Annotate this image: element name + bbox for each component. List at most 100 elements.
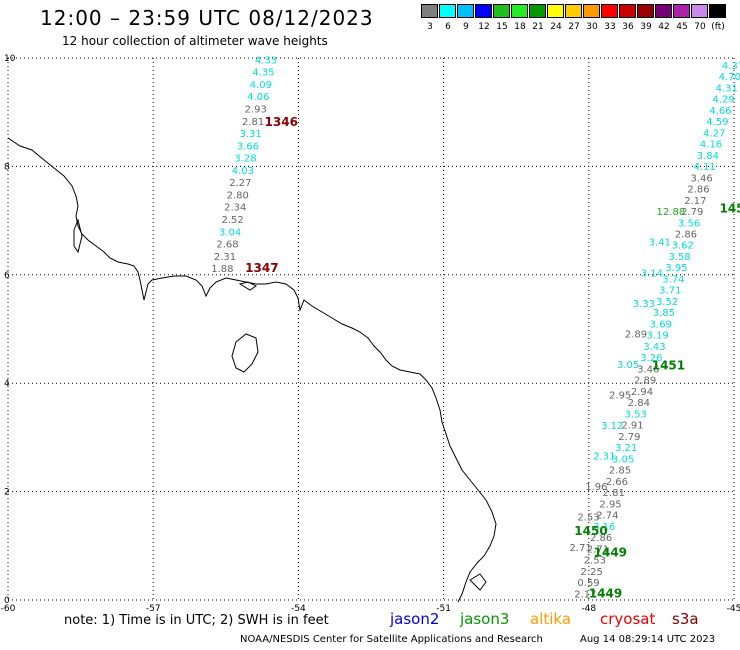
track2-swh-value: 4.31 <box>716 83 738 94</box>
scale-swatch <box>547 4 564 18</box>
lon-tick-label: -60 <box>1 604 16 614</box>
scale-label: 6 <box>445 22 451 32</box>
scale-swatch <box>565 4 582 18</box>
legend-jason3: jason3 <box>460 610 510 628</box>
track2-swh-value: 3.46 <box>690 173 712 184</box>
scale-swatch <box>601 4 618 18</box>
track1-swh-value: 2.68 <box>216 240 238 251</box>
track2-swh-value: 4.59 <box>706 117 728 128</box>
scale-swatch <box>709 4 726 18</box>
pass-label: 1346 <box>265 115 298 129</box>
legend-s3a: s3a <box>672 610 699 628</box>
track2-swh-value: 3.26 <box>640 353 662 364</box>
track3-swh-value: 3.14 <box>641 268 663 279</box>
scale-swatch <box>655 4 672 18</box>
scale-label: 3 <box>427 22 433 32</box>
map-title: 12:00 – 23:59 UTC 08/12/2023 <box>40 6 374 30</box>
scale-swatch <box>493 4 510 18</box>
scale-label: 27 <box>568 22 580 32</box>
track3-swh-value: 12.88 <box>657 207 686 218</box>
pass-label: 1449 <box>594 546 627 560</box>
track3-swh-value: 1.96 <box>585 482 607 493</box>
track2-swh-value: 3.05 <box>612 454 634 465</box>
lat-tick-label: 4 <box>4 379 10 389</box>
track2-swh-value: 4.70 <box>719 72 740 83</box>
track2-swh-value: 3.53 <box>625 409 647 420</box>
track2-swh-value: 2.91 <box>621 421 643 432</box>
pass-label: 1347 <box>245 261 278 275</box>
track1-swh-value: 3.31 <box>239 129 261 140</box>
scale-label: 18 <box>514 22 526 32</box>
track2-swh-value: 2.94 <box>631 387 653 398</box>
track3-swh-value: 2.53 <box>577 513 599 524</box>
track2-swh-value: 0.59 <box>577 578 599 589</box>
track1-swh-value: 1.88 <box>211 264 233 275</box>
track2-swh-value: 2.89 <box>634 376 656 387</box>
lon-tick-label: -45 <box>727 604 740 614</box>
scale-label: 30 <box>586 22 598 32</box>
scale-swatch <box>439 4 456 18</box>
track2-swh-value: 2.53 <box>584 556 606 567</box>
footnote: note: 1) Time is in UTC; 2) SWH is in fe… <box>64 613 329 628</box>
track2-swh-value: 2.74 <box>596 511 618 522</box>
track3-swh-value: 3.05 <box>617 360 639 371</box>
track1-swh-value: 2.31 <box>214 252 236 263</box>
track2-swh-value: 3.62 <box>672 241 694 252</box>
scale-swatch <box>619 4 636 18</box>
legend-cryosat: cryosat <box>600 610 656 628</box>
track1-swh-value: 4.09 <box>250 80 272 91</box>
track2-swh-value: 3.52 <box>656 297 678 308</box>
track1-swh-value: 2.93 <box>245 105 267 116</box>
track2-swh-value: 3.16 <box>593 522 615 533</box>
track2-swh-value: 4.37 <box>722 61 740 72</box>
track2-swh-value: 3.46 <box>637 364 659 375</box>
scale-swatch <box>457 4 474 18</box>
scale-swatch <box>475 4 492 18</box>
lon-tick-label: -51 <box>436 604 451 614</box>
lon-tick-label: -54 <box>291 604 306 614</box>
track2-swh-value: 3.85 <box>653 308 675 319</box>
map-subtitle: 12 hour collection of altimeter wave hei… <box>62 34 328 48</box>
track2-swh-value: 3.19 <box>647 331 669 342</box>
track2-swh-value: 4.29 <box>712 95 734 106</box>
legend-altika: altika <box>530 610 572 628</box>
track2-swh-value: 2.95 <box>599 499 621 510</box>
scale-label: 36 <box>622 22 634 32</box>
legend-jason2: jason2 <box>390 610 440 628</box>
credit-line: NOAA/NESDIS Center for Satellite Applica… <box>240 634 543 645</box>
track2-swh-value: 2.84 <box>628 398 650 409</box>
track1-swh-value: 3.04 <box>219 227 241 238</box>
scale-label: 24 <box>550 22 562 32</box>
track2-swh-value: 2.85 <box>609 466 631 477</box>
track3-swh-value: 2.95 <box>609 390 631 401</box>
coastline <box>7 137 497 603</box>
track2-swh-value: 2.81 <box>603 488 625 499</box>
track2-swh-value: 3.43 <box>643 342 665 353</box>
track1-swh-value: 3.28 <box>234 154 256 165</box>
track2-swh-value: 2.86 <box>675 229 697 240</box>
track2-swh-value: 4.27 <box>703 128 725 139</box>
track1-swh-value: 2.52 <box>222 215 244 226</box>
scale-label: 21 <box>532 22 544 32</box>
pass-label: 1449 <box>589 586 622 600</box>
track3-swh-value: 3.12 <box>601 421 623 432</box>
track2-swh-value: 2.79 <box>618 432 640 443</box>
track1-swh-value: 2.34 <box>224 203 246 214</box>
scale-swatch <box>673 4 690 18</box>
lon-tick-label: -48 <box>581 604 596 614</box>
scale-label: (ft) <box>711 22 725 32</box>
scale-label: 70 <box>694 22 706 32</box>
pass-label: 1450 <box>574 524 607 538</box>
map-grid <box>7 57 735 601</box>
scale-swatch <box>511 4 528 18</box>
track1-swh-value: 2.80 <box>227 190 249 201</box>
scale-swatch <box>529 4 546 18</box>
track3-swh-value: 3.33 <box>633 299 655 310</box>
track3-swh-value: 3.41 <box>649 238 671 249</box>
track2-swh-value: 2.71 <box>587 544 609 555</box>
scale-swatch <box>637 4 654 18</box>
track1-swh-value: 2.27 <box>229 178 251 189</box>
track1-swh-value: 4.35 <box>252 68 274 79</box>
lat-tick-label: 6 <box>4 271 10 281</box>
